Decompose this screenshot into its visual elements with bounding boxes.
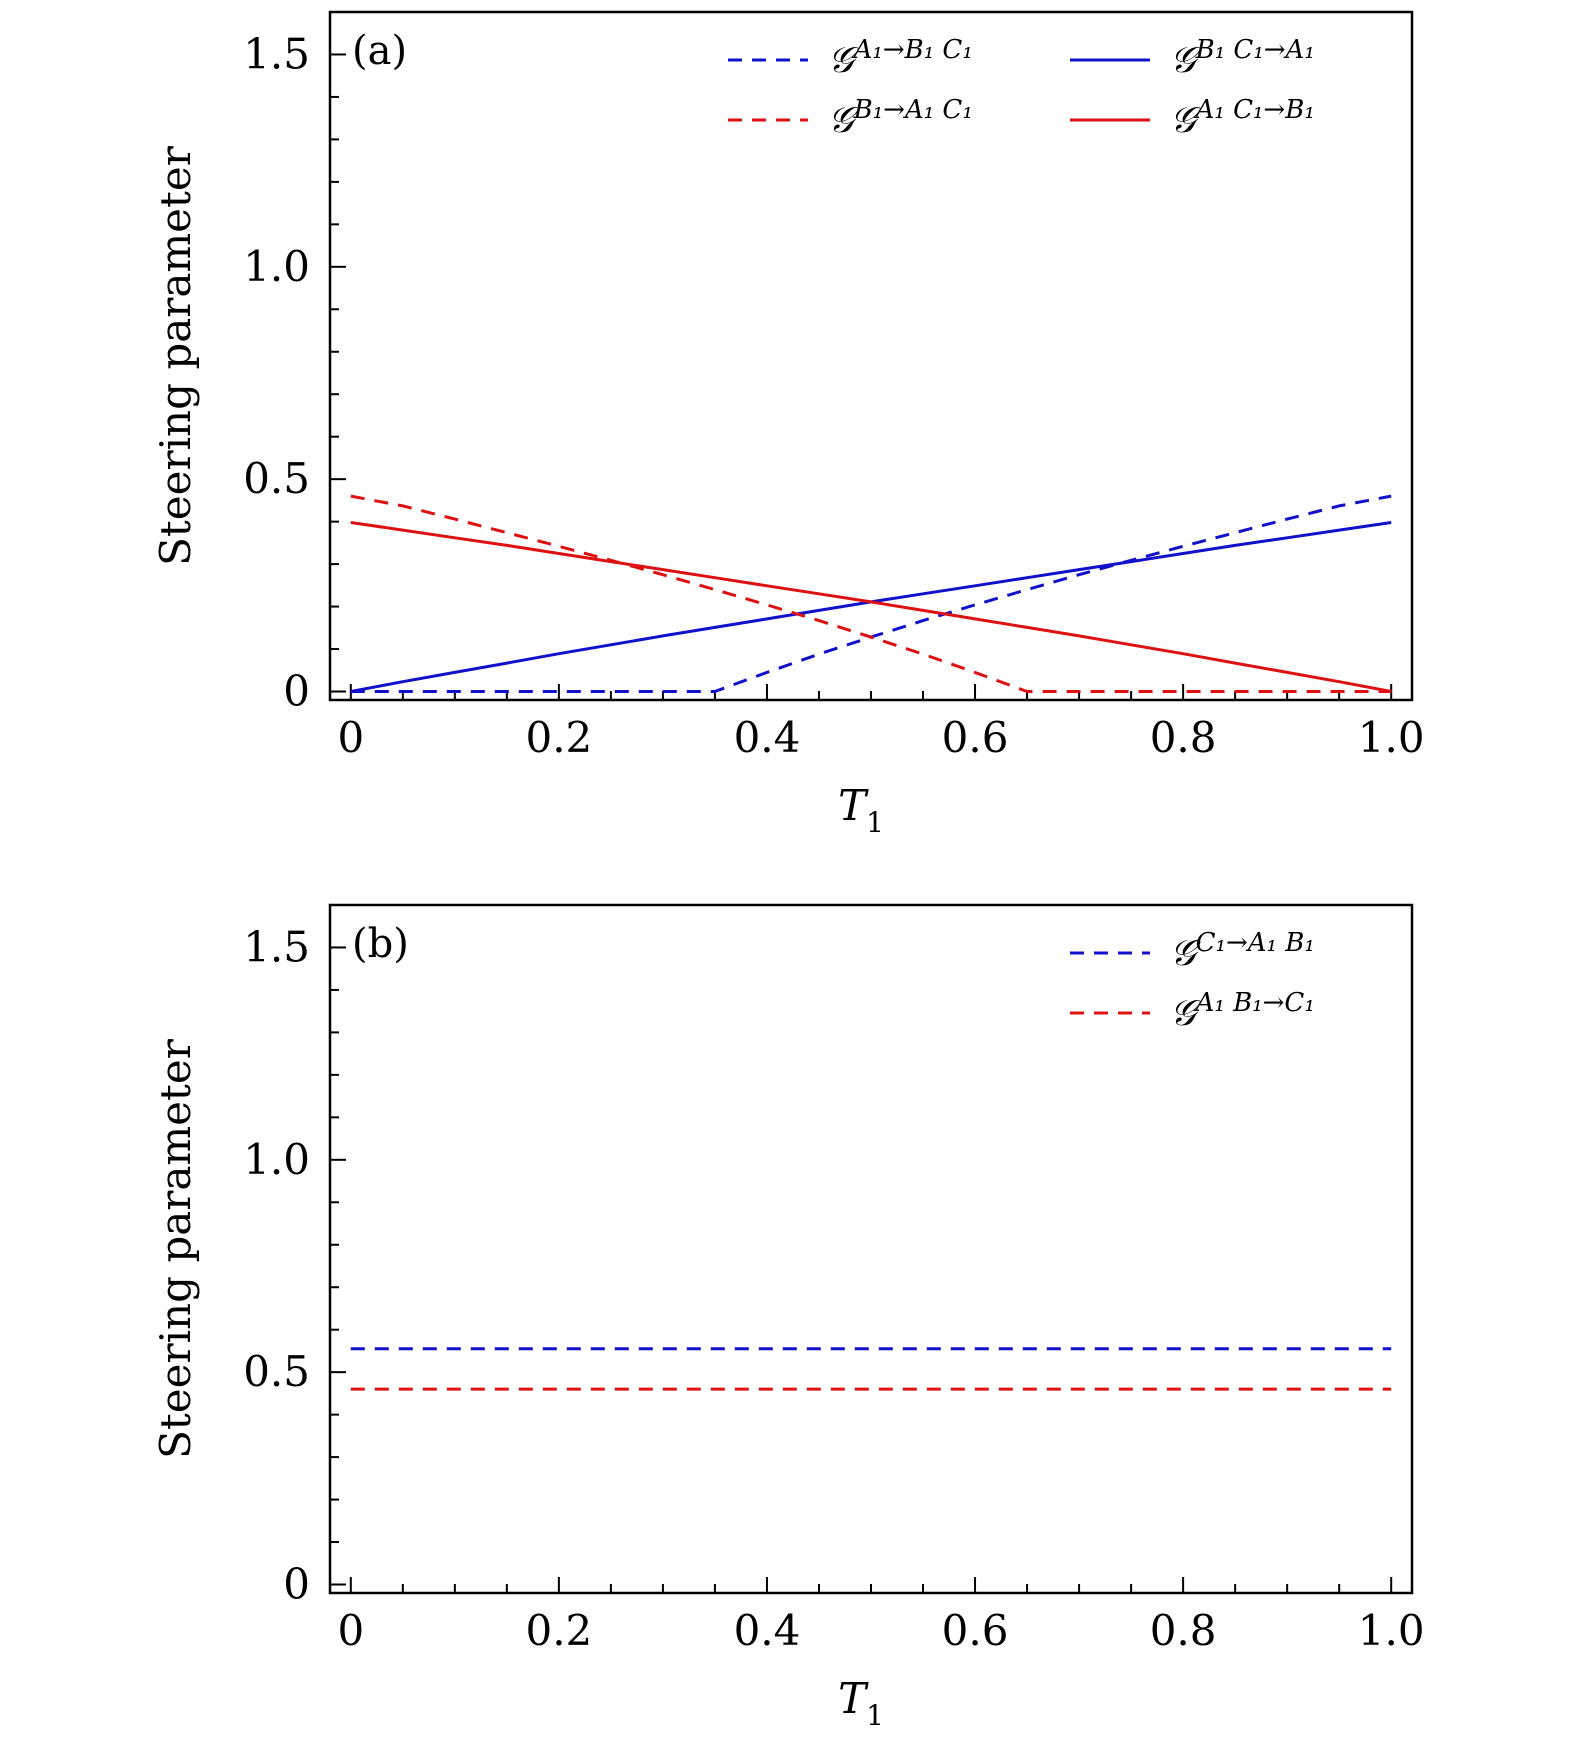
series-line-2 (350, 494, 1392, 693)
y-tick-label: 0 (283, 1560, 310, 1609)
y-axis-label: Steering parameter (151, 1038, 200, 1459)
x-tick-label: 0 (337, 1606, 364, 1655)
panel-label: (b) (352, 921, 409, 967)
x-tick-label: 0.4 (734, 1606, 801, 1655)
x-tick-label: 0.8 (1150, 713, 1217, 762)
series-line-3 (350, 521, 1392, 693)
legend-label: 𝒢C₁→A₁ B₁ (1170, 928, 1315, 974)
x-tick-label: 1.0 (1358, 713, 1425, 762)
legend-label: 𝒢A₁ B₁→C₁ (1170, 988, 1315, 1034)
x-tick-label: 0.8 (1150, 1606, 1217, 1655)
x-tick-label: 0.6 (942, 1606, 1009, 1655)
series-line-0 (350, 494, 1392, 693)
x-tick-label: 0.2 (525, 1606, 592, 1655)
y-tick-label: 1.0 (243, 1135, 310, 1184)
y-tick-label: 0.5 (243, 454, 310, 503)
y-tick-label: 1.5 (243, 922, 310, 971)
x-axis-label: T1 (838, 781, 884, 839)
y-tick-label: 0 (283, 667, 310, 716)
panel-label: (a) (352, 28, 407, 74)
y-axis-label: Steering parameter (151, 145, 200, 566)
legend-entry: 𝒢A₁ B₁→C₁ (1070, 988, 1315, 1034)
x-tick-label: 1.0 (1358, 1606, 1425, 1655)
legend-label: 𝒢B₁ C₁→A₁ (1170, 35, 1315, 81)
x-tick-label: 0.4 (734, 713, 801, 762)
legend-entry: 𝒢B₁ C₁→A₁ (1070, 35, 1315, 81)
x-tick-label: 0 (337, 713, 364, 762)
legend-label: 𝒢B₁→A₁ C₁ (828, 95, 973, 141)
y-tick-label: 0.5 (243, 1347, 310, 1396)
chart-panel-a: 0 0.2 0.4 0.6 0.8 1.0 0 0.5 1.0 1.5 T1 Steering par… (151, 10, 1425, 839)
legend-entry: 𝒢C₁→A₁ B₁ (1070, 928, 1315, 974)
series-line-1 (350, 521, 1392, 693)
x-axis-label: T1 (838, 1674, 884, 1732)
legend-entry: 𝒢A₁→B₁ C₁ (728, 35, 973, 81)
legend-label: 𝒢A₁→B₁ C₁ (828, 35, 973, 81)
legend-label: 𝒢A₁ C₁→B₁ (1170, 95, 1315, 141)
x-tick-label: 0.2 (525, 713, 592, 762)
y-tick-label: 1.0 (243, 242, 310, 291)
chart-panel-b: 0 0.2 0.4 0.6 0.8 1.0 0 0.5 1.0 1.5 T1 Steering par… (151, 903, 1425, 1732)
legend-entry: 𝒢A₁ C₁→B₁ (1070, 95, 1315, 141)
x-tick-label: 0.6 (942, 713, 1009, 762)
legend-entry: 𝒢B₁→A₁ C₁ (728, 95, 973, 141)
y-tick-label: 1.5 (243, 29, 310, 78)
